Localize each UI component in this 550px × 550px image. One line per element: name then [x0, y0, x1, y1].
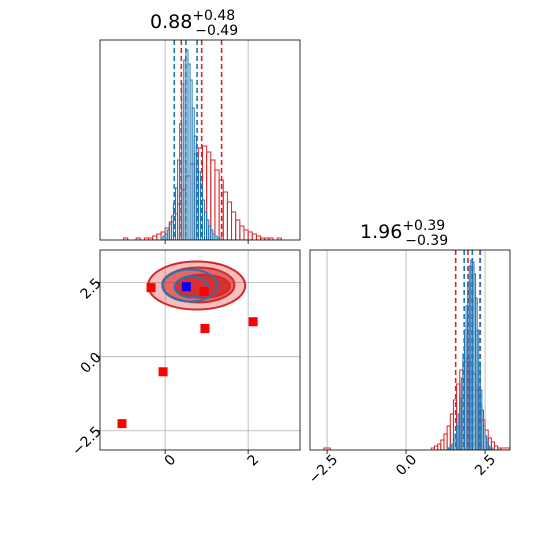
panel [100, 250, 300, 450]
x-tick-label: −2.5 [306, 452, 341, 487]
y-tick-label: 0.0 [78, 350, 105, 377]
histogram-bin [255, 235, 262, 240]
panel-title: 1.96+0.39 −0.39 [360, 218, 448, 249]
histogram-bin [123, 237, 129, 240]
histogram-bin [231, 211, 237, 240]
histogram-bin [276, 237, 282, 240]
contour [161, 268, 219, 303]
title-main: 0.88 [150, 11, 192, 33]
title-sup: +0.48 [192, 8, 235, 24]
panel-frame [99, 249, 301, 451]
x-tick-label: 0 [162, 452, 180, 470]
point [181, 282, 191, 292]
histogram-bin [222, 191, 228, 240]
panel-title: 0.88+0.48 −0.49 [150, 8, 238, 39]
point [117, 419, 127, 429]
x-tick-label: 2.5 [472, 452, 499, 479]
histogram-bin [490, 447, 494, 450]
histogram-bin [135, 237, 141, 240]
point [158, 367, 168, 377]
histogram-bin [210, 159, 216, 240]
histogram-bin [251, 233, 257, 240]
histogram-bin [268, 237, 274, 240]
histogram-bin [218, 237, 222, 240]
histogram-bin [152, 235, 158, 240]
point [200, 324, 210, 334]
point [248, 317, 258, 327]
histogram-bin [214, 169, 220, 240]
x-tick-label: 0.0 [393, 452, 420, 479]
title-sup: +0.39 [402, 218, 445, 234]
title-main: 1.96 [360, 221, 402, 243]
y-tick-label: 2.5 [78, 276, 105, 303]
histogram-bin [239, 225, 245, 240]
title-sub: −0.39 [405, 233, 448, 249]
panel-frame [99, 39, 301, 241]
histogram-bin [226, 201, 233, 240]
panel [323, 250, 510, 450]
panel-frame [309, 249, 511, 451]
point [199, 286, 209, 296]
histogram-bin [243, 229, 249, 240]
title-sub: −0.49 [195, 23, 238, 39]
histogram-bin [247, 231, 253, 240]
histogram-bin [235, 219, 241, 240]
panel [123, 40, 282, 240]
point [146, 283, 156, 293]
histogram-bin [323, 447, 331, 450]
x-tick-label: 2 [245, 452, 263, 470]
y-tick-label: −2.5 [69, 424, 104, 459]
histogram-bin [156, 233, 162, 240]
